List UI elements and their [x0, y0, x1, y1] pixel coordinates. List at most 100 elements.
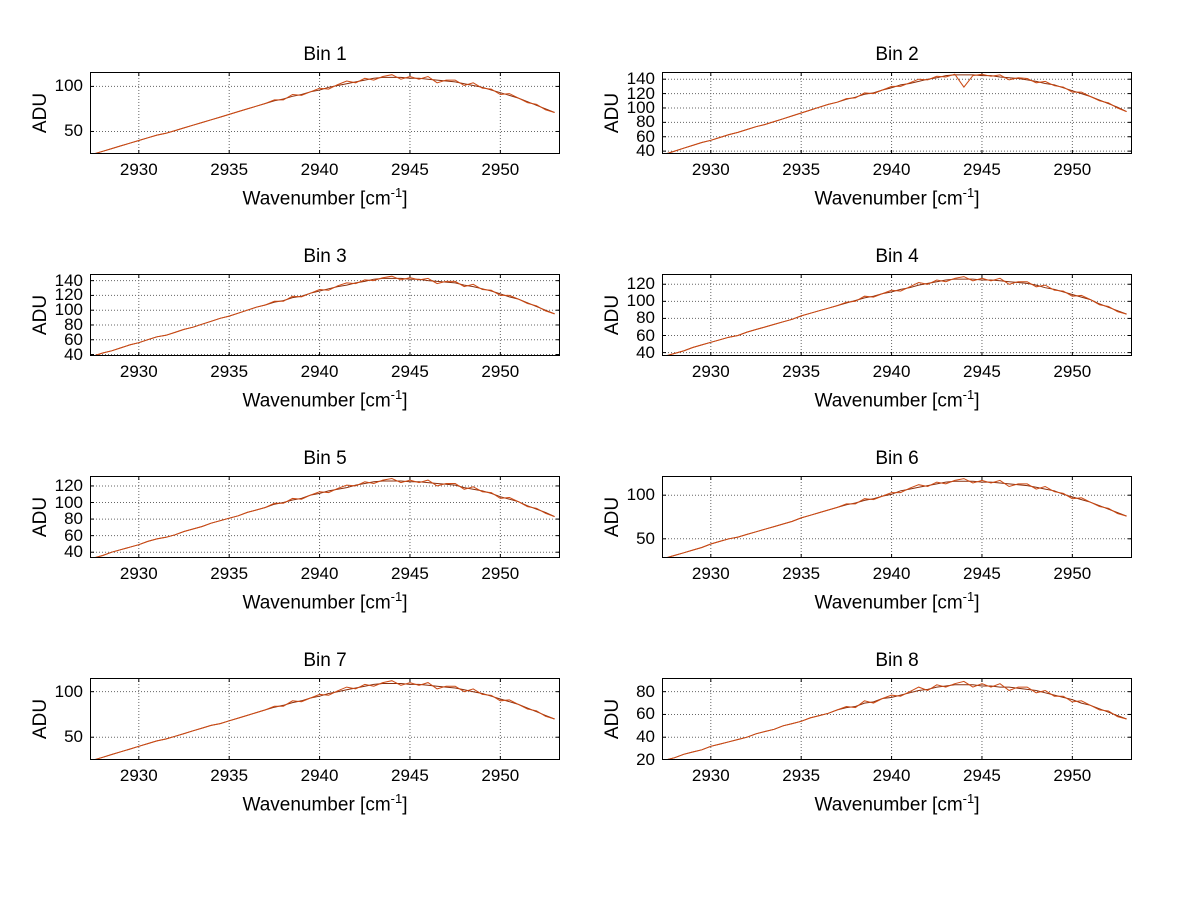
plot-title: Bin 4	[875, 246, 919, 267]
x-tick-label: 2940	[300, 160, 339, 179]
plot-area	[90, 476, 560, 558]
x-tick-label: 2950	[1053, 766, 1092, 785]
x-tick-label: 2940	[300, 766, 339, 785]
plot-area	[90, 72, 560, 154]
y-tick-label: 100	[54, 681, 83, 701]
y-tick-label: 80	[64, 314, 83, 334]
x-axis-label-close-bracket: ]	[974, 188, 980, 210]
x-tick-label: 2945	[963, 564, 1001, 583]
y-tick-label: 60	[64, 525, 83, 545]
y-tick-label: 50	[64, 121, 83, 141]
spectrum-line	[665, 276, 1127, 356]
plot-title: Bin 8	[875, 650, 919, 671]
y-tick-label: 80	[636, 112, 655, 132]
axis-box	[662, 678, 1132, 760]
x-axis-label: Wavenumber [cm-1]	[90, 185, 560, 210]
x-axis-label-close-bracket: ]	[402, 794, 408, 816]
axis-box	[662, 72, 1132, 154]
x-axis-label-text: Wavenumber [cm	[814, 592, 963, 614]
x-axis-label: Wavenumber [cm-1]	[662, 589, 1132, 614]
x-axis-label-text: Wavenumber [cm	[242, 390, 391, 412]
subplot-bin-2: Bin 2 ADU 40 60 80 100 120 140 2930 2935 2940 29…	[600, 34, 1200, 236]
y-tick-label: 100	[626, 485, 655, 505]
x-tick-label: 2950	[481, 564, 520, 583]
axis-box	[662, 274, 1132, 356]
x-tick-label: 2935	[782, 362, 821, 381]
x-tick-label: 2945	[963, 766, 1001, 785]
spectrum-line	[93, 74, 555, 154]
y-tick-label: 80	[636, 308, 655, 328]
x-tick-label: 2945	[391, 362, 429, 381]
plot-title: Bin 3	[303, 246, 347, 267]
y-tick-label: 100	[54, 492, 83, 512]
spectrum-line	[665, 680, 1127, 760]
y-tick-label: 140	[626, 69, 655, 89]
plot-title: Bin 1	[303, 44, 347, 65]
x-axis-label-superscript: -1	[962, 185, 975, 200]
y-tick-label: 40	[636, 727, 655, 747]
y-tick-label: 120	[54, 475, 83, 495]
axis-box	[90, 72, 560, 154]
y-tick-label: 80	[64, 509, 83, 529]
y-tick-label: 60	[636, 126, 655, 146]
y-tick-label: 120	[626, 83, 655, 103]
axis-box	[90, 678, 560, 760]
x-axis-label-text: Wavenumber [cm	[814, 188, 963, 210]
x-tick-label: 2950	[481, 160, 520, 179]
x-tick-label: 2940	[872, 766, 911, 785]
y-tick-label: 60	[636, 704, 655, 724]
y-tick-label: 100	[626, 291, 655, 311]
x-tick-label: 2930	[119, 766, 158, 785]
x-tick-label: 2935	[210, 362, 249, 381]
x-tick-label: 2930	[691, 362, 730, 381]
y-tick-label: 60	[636, 325, 655, 345]
x-tick-label: 2950	[1053, 564, 1092, 583]
x-tick-label: 2950	[481, 362, 520, 381]
x-axis-label-text: Wavenumber [cm	[242, 188, 391, 210]
axis-box	[90, 476, 560, 558]
subplot-bin-4: Bin 4 ADU 40 60 80 100 120 2930 2935 2940 2945 2…	[600, 236, 1200, 438]
plot-title: Bin 5	[303, 448, 347, 469]
x-axis-label-close-bracket: ]	[974, 794, 980, 816]
y-tick-label: 120	[54, 285, 83, 305]
subplot-bin-1: Bin 1 ADU 50 100 2930 2935 2940 2945 2950 Wav…	[0, 34, 600, 236]
y-tick-label: 140	[54, 270, 83, 290]
y-tick-label: 40	[636, 342, 655, 362]
plot-area	[662, 476, 1132, 558]
x-tick-label: 2935	[782, 766, 821, 785]
y-tick-label: 120	[626, 274, 655, 294]
x-tick-label: 2930	[119, 160, 158, 179]
y-tick-label: 40	[636, 141, 655, 161]
subplot-bin-7: Bin 7 ADU 50 100 2930 2935 2940 2945 2950 Wav…	[0, 640, 600, 842]
x-tick-label: 2945	[963, 160, 1001, 179]
spectrum-line	[93, 275, 555, 356]
x-tick-label: 2940	[300, 564, 339, 583]
x-tick-label: 2945	[391, 564, 429, 583]
y-tick-label: 80	[636, 681, 655, 701]
spectrum-line	[93, 680, 555, 760]
x-tick-label: 2935	[210, 160, 249, 179]
x-tick-label: 2935	[782, 564, 821, 583]
x-axis-label-text: Wavenumber [cm	[242, 794, 391, 816]
plot-area	[662, 274, 1132, 356]
spectrum-line	[665, 73, 1127, 154]
x-tick-label: 2940	[300, 362, 339, 381]
x-axis-label-superscript: -1	[962, 589, 975, 604]
plot-title: Bin 7	[303, 650, 347, 671]
y-tick-label: 40	[64, 542, 83, 562]
spectrum-line	[665, 478, 1127, 558]
x-axis-label: Wavenumber [cm-1]	[90, 387, 560, 412]
x-axis-label-superscript: -1	[962, 791, 975, 806]
x-tick-label: 2945	[391, 160, 429, 179]
x-tick-label: 2930	[119, 362, 158, 381]
x-axis-label: Wavenumber [cm-1]	[90, 589, 560, 614]
y-tick-label: 100	[626, 97, 655, 117]
y-tick-label: 100	[54, 76, 83, 96]
x-axis-label: Wavenumber [cm-1]	[90, 791, 560, 816]
subplot-bin-6: Bin 6 ADU 50 100 2930 2935 2940 2945 2950 Wav…	[600, 438, 1200, 640]
x-tick-label: 2940	[872, 160, 911, 179]
axis-box	[662, 476, 1132, 558]
y-tick-label: 60	[64, 329, 83, 349]
plot-area	[662, 678, 1132, 760]
x-axis-label-close-bracket: ]	[974, 390, 980, 412]
